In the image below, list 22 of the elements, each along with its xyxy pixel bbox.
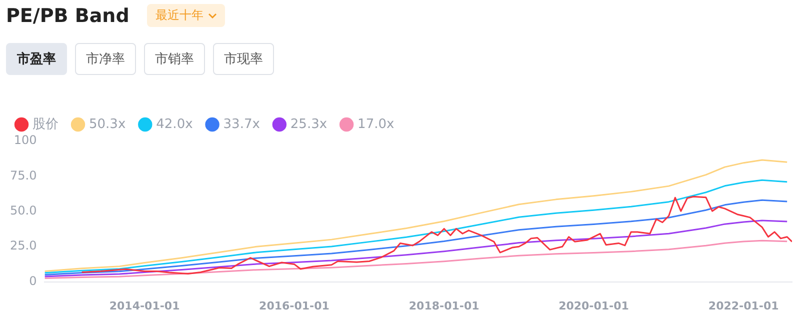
- y-tick-label: 100: [14, 133, 37, 148]
- x-tick-label: 2020-01-01: [558, 299, 629, 312]
- x-tick-label: 2022-01-01: [708, 299, 779, 312]
- y-tick-label: 25.0: [10, 238, 37, 253]
- y-tick-label: 75.0: [10, 168, 37, 182]
- x-tick-label: 2016-01-01: [259, 299, 330, 312]
- legend-label: 17.0x: [358, 116, 394, 132]
- text: 市销率: [144, 43, 205, 75]
- text: 最近十年: [155, 7, 204, 24]
- y-tick-label: 50.0: [10, 204, 37, 218]
- legend-label: 33.7x: [223, 116, 260, 132]
- text: 市盈率: [6, 43, 67, 75]
- legend-label: 25.3x: [290, 116, 328, 132]
- chart-title: PE/PB Band: [6, 4, 130, 26]
- x-tick-label: 2014-01-01: [109, 299, 180, 312]
- y-tick-label: 0: [29, 274, 37, 288]
- text: 市净率: [75, 43, 136, 75]
- text: 市现率: [213, 43, 274, 75]
- x-tick-label: 2018-01-01: [408, 299, 480, 312]
- legend-label: 股价: [32, 116, 58, 132]
- legend-label: 50.3x: [89, 116, 126, 132]
- legend-label: 42.0x: [156, 116, 194, 132]
